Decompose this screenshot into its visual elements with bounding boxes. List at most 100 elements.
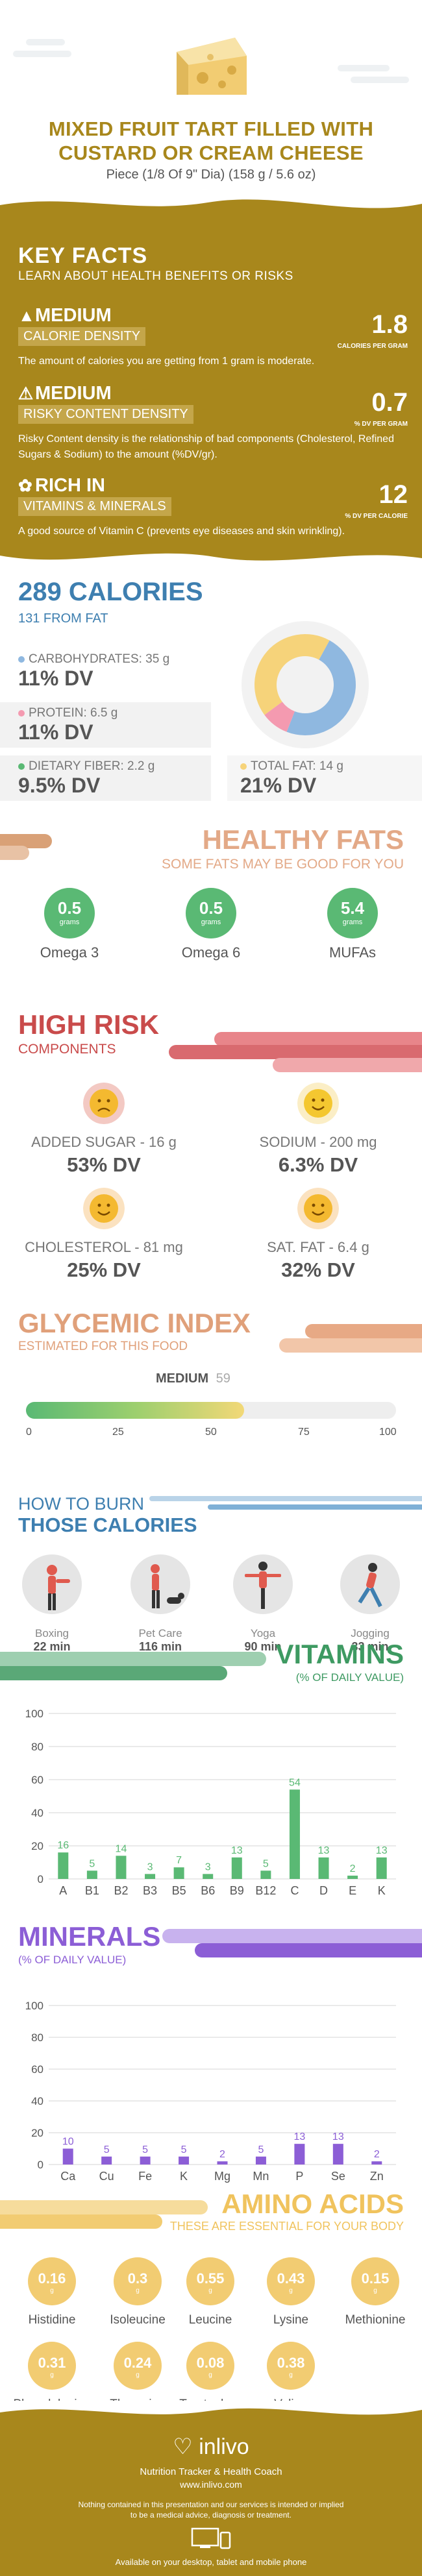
amino-acid-item: 0.38gValine: [252, 2342, 330, 2412]
glycemic-value: 59: [216, 1371, 230, 1386]
donut-carbs: [286, 640, 356, 735]
healthy-fats-subtitle: SOME FATS MAY BE GOOD FOR YOU: [161, 857, 404, 872]
fact-level: MEDIUM: [35, 383, 112, 404]
minerals-title: MINERALS: [18, 1921, 161, 1952]
glycemic-fill: [26, 1402, 245, 1419]
bar: [62, 2148, 73, 2165]
tick-label: 50: [205, 1427, 217, 1438]
happy-face-icon: [83, 1188, 125, 1229]
bar: [145, 1874, 156, 1879]
amino-unit: g: [208, 2287, 212, 2294]
bar-value-label: 13: [231, 1845, 243, 1856]
category-label: Fe: [138, 2170, 152, 2183]
activity-name: Yoga: [250, 1627, 276, 1639]
category-label: Zn: [370, 2170, 384, 2183]
amino-acid-item: 0.15 g Methionine: [336, 2257, 414, 2327]
yoga-icon: [233, 1554, 293, 1614]
fat-label: TOTAL FAT: 14 g: [251, 759, 343, 773]
amino-value: 0.31: [38, 2355, 66, 2371]
category-label: B6: [201, 1884, 215, 1897]
amino-value: 0.55: [196, 2270, 225, 2287]
y-tick-label: 20: [31, 1840, 43, 1852]
fact-description: A good source of Vitamin C (prevents eye…: [18, 526, 345, 537]
fiber-stat: DIETARY FIBER: 2.2 g 9.5% DV: [0, 755, 211, 801]
bar-value-label: 5: [89, 1858, 95, 1869]
bar: [203, 1874, 214, 1879]
category-label: K: [378, 1884, 386, 1897]
fiber-dv: 9.5% DV: [18, 774, 101, 797]
warning-icon: ⚠: [18, 384, 34, 403]
tick-label: 75: [298, 1427, 310, 1438]
fiber-dot: [18, 763, 25, 770]
amino-value: 0.16: [38, 2270, 66, 2287]
bar: [58, 1852, 69, 1879]
y-tick-label: 40: [31, 1807, 43, 1819]
disclaimer-line-2: to be a medical advice, diagnosis or tre…: [130, 2510, 292, 2520]
risk-sodium: SODIUM - 200 mg 6.3% DV: [227, 1083, 409, 1177]
y-tick-label: 60: [31, 1774, 43, 1786]
band-decoration: [162, 1929, 422, 1943]
risk-added-sugar: ADDED SUGAR - 16 g 53% DV: [13, 1083, 195, 1177]
category-label: B2: [114, 1884, 128, 1897]
category-label: Mg: [214, 2170, 230, 2183]
activity-minutes: 116 min: [138, 1640, 182, 1653]
minerals-subtitle: (% OF DAILY VALUE): [18, 1954, 127, 1966]
donut-protein: [264, 702, 295, 732]
bar-value-label: 54: [289, 1777, 301, 1788]
amino-badge: 0.24 g: [114, 2342, 162, 2390]
category-label: Ca: [60, 2170, 76, 2183]
burn-yoga: Yoga 90 min: [224, 1554, 302, 1654]
amino-badge: 0.55 g: [186, 2257, 234, 2305]
fact-unit: % DV PER CALORIE: [345, 513, 408, 520]
category-label: B12: [255, 1884, 276, 1897]
amino-unit: g: [373, 2287, 377, 2294]
bar: [179, 2156, 190, 2165]
bar-value-label: 13: [318, 1845, 330, 1856]
protein-dv: 11% DV: [18, 720, 93, 744]
omega3-label: Omega 3: [40, 944, 99, 961]
activity-minutes: 22 min: [33, 1640, 71, 1653]
risk-dv: 6.3% DV: [278, 1153, 358, 1176]
amino-name: Isoleucine: [110, 2313, 166, 2327]
brand-url[interactable]: www.inlivo.com: [180, 2479, 242, 2490]
fact-value: 12: [379, 480, 408, 509]
donut-fat: [254, 634, 330, 715]
omega6-label: Omega 6: [181, 944, 241, 961]
band-decoration: [0, 1666, 227, 1680]
cloud-decoration: [26, 39, 65, 45]
category-label: B9: [230, 1884, 244, 1897]
activity-name: Pet Care: [138, 1627, 182, 1639]
bar-value-label: 13: [376, 1845, 388, 1856]
fact-level: RICH IN: [35, 475, 105, 496]
y-tick-label: 0: [38, 2159, 43, 2171]
devices-icon: [191, 2527, 231, 2549]
y-tick-label: 60: [31, 2063, 43, 2076]
omega6-badge: 0.5 grams: [186, 888, 236, 938]
y-tick-label: 80: [31, 1741, 43, 1753]
bar-value-label: 5: [258, 2144, 264, 2155]
band-decoration: [279, 1338, 422, 1353]
carbs-stat: CARBOHYDRATES: 35 g 11% DV: [18, 652, 213, 691]
category-label: P: [295, 2170, 303, 2183]
fat-dot: [240, 763, 247, 770]
band-decoration: [0, 2200, 208, 2214]
footer: ♡ inlivo Nutrition Tracker & Health Coac…: [0, 2401, 422, 2576]
amino-badge: 0.15 g: [351, 2257, 399, 2305]
amino-badge: 0.16 g: [28, 2257, 76, 2305]
category-label: K: [180, 2170, 188, 2183]
y-tick-label: 20: [31, 2127, 43, 2139]
bar-value-label: 5: [142, 2144, 148, 2155]
bar: [140, 2156, 151, 2165]
amino-acid-item: 0.16 g Histidine: [13, 2257, 91, 2327]
risk-cholesterol: CHOLESTEROL - 81 mg 25% DV: [13, 1188, 195, 1282]
amino-name: Histidine: [28, 2313, 76, 2327]
burn-pet-care: Pet Care 116 min: [121, 1554, 199, 1654]
amino-badge: 0.43 g: [267, 2257, 315, 2305]
availability-note: Available on your desktop, tablet and mo…: [115, 2557, 307, 2567]
risk-label: ADDED SUGAR - 16 g: [31, 1134, 177, 1150]
bar: [294, 2144, 305, 2165]
cloud-decoration: [351, 77, 409, 83]
flame-icon: ▲: [18, 306, 35, 325]
fact-level: MEDIUM: [35, 305, 112, 326]
